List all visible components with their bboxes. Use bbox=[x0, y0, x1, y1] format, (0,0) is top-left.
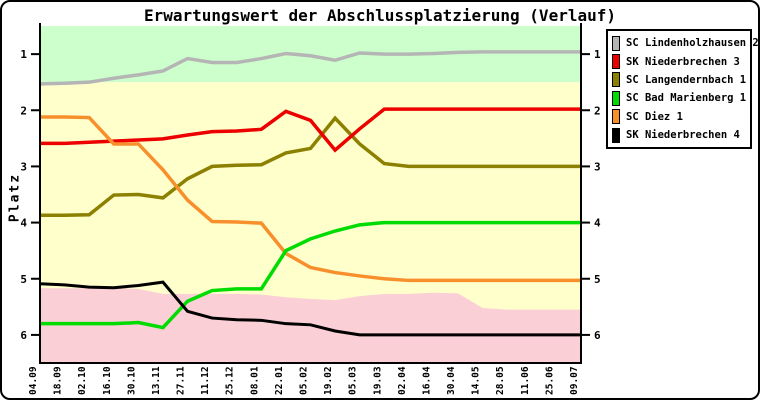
legend-item-sc-langendernbach-1: SC Langendernbach 1 bbox=[612, 71, 746, 89]
y-tick-label-left: 5 bbox=[20, 273, 27, 286]
legend-label: SC Bad Marienberg 1 bbox=[626, 92, 747, 105]
x-tick-label: 02.04 bbox=[397, 366, 408, 395]
y-tick-label-left: 3 bbox=[20, 160, 27, 173]
x-tick-label: 25.12 bbox=[225, 366, 236, 395]
y-tick-label-left: 4 bbox=[20, 217, 27, 230]
x-tick-label: 30.04 bbox=[446, 366, 457, 395]
x-tick-label: 05.02 bbox=[299, 366, 310, 395]
x-tick-label: 16.04 bbox=[421, 366, 432, 395]
legend-swatch-icon bbox=[612, 109, 620, 125]
series-line-sk-niederbrechen-3 bbox=[40, 107, 581, 153]
x-tick-label: 22.01 bbox=[274, 366, 285, 395]
series-line-sc-bad-marienberg-1 bbox=[40, 220, 581, 330]
y-tick-label-left: 2 bbox=[20, 104, 27, 117]
x-tick-label: 14.05 bbox=[471, 366, 482, 395]
legend-swatch-icon bbox=[612, 35, 620, 51]
series-line-sk-niederbrechen-4 bbox=[39, 280, 581, 337]
legend-swatch-icon bbox=[612, 54, 620, 70]
x-tick-label: 27.11 bbox=[176, 366, 187, 395]
legend-label: SK Niederbrechen 4 bbox=[626, 129, 740, 142]
x-tick-label: 11.12 bbox=[200, 366, 211, 395]
series-line-sc-langendernbach-1 bbox=[40, 115, 581, 218]
y-tick-label-left: 6 bbox=[20, 329, 27, 342]
x-tick-label: 08.01 bbox=[249, 366, 260, 395]
x-tick-label: 11.06 bbox=[520, 366, 531, 395]
x-tick-label: 28.05 bbox=[495, 366, 506, 395]
series-line-sc-lindenholzhausen-2 bbox=[39, 50, 581, 86]
legend-item-sc-lindenholzhausen-2: SC Lindenholzhausen 2 bbox=[612, 34, 758, 52]
x-tick-label: 16.10 bbox=[102, 366, 113, 395]
x-tick-label: 19.03 bbox=[372, 366, 383, 395]
x-tick-label: 19.02 bbox=[323, 366, 334, 395]
y-tick-label-right: 6 bbox=[594, 329, 601, 342]
legend-label: SC Lindenholzhausen 2 bbox=[626, 37, 759, 50]
legend-swatch-icon bbox=[612, 127, 620, 143]
x-tick-label: 04.09 bbox=[28, 366, 39, 395]
legend-item-sk-niederbrechen-3: SK Niederbrechen 3 bbox=[612, 52, 746, 70]
x-tick-label: 13.11 bbox=[151, 366, 162, 395]
x-tick-label: 02.10 bbox=[77, 366, 88, 395]
x-tick-label: 05.03 bbox=[348, 366, 359, 395]
legend-item-sc-diez-1: SC Diez 1 bbox=[612, 108, 746, 126]
y-tick-label-left: 1 bbox=[20, 48, 27, 61]
y-tick-label-right: 1 bbox=[594, 48, 601, 61]
x-tick-label: 30.10 bbox=[126, 366, 137, 395]
x-tick-label: 18.09 bbox=[53, 366, 64, 395]
series-line-sc-diez-1 bbox=[40, 115, 581, 283]
legend-label: SC Langendernbach 1 bbox=[626, 73, 747, 86]
legend-swatch-icon bbox=[612, 72, 620, 88]
legend-label: SK Niederbrechen 3 bbox=[626, 55, 740, 68]
legend: SC Lindenholzhausen 2 SK Niederbrechen 3 S… bbox=[606, 29, 758, 150]
x-tick-label: 09.07 bbox=[569, 366, 580, 395]
legend-swatch-icon bbox=[612, 90, 620, 106]
y-tick-label-right: 5 bbox=[594, 273, 601, 286]
chart-title: Erwartungswert der Abschlussplatzierung … bbox=[143, 6, 616, 25]
legend-item-sk-niederbrechen-4: SK Niederbrechen 4 bbox=[612, 126, 746, 144]
axis-frame bbox=[39, 23, 582, 364]
x-tick-label: 25.06 bbox=[544, 366, 555, 395]
legend-label: SC Diez 1 bbox=[626, 110, 683, 123]
y-tick-label-right: 3 bbox=[594, 160, 601, 173]
legend-item-sc-bad-marienberg-1: SC Bad Marienberg 1 bbox=[612, 89, 746, 107]
y-tick-label-right: 2 bbox=[594, 104, 601, 117]
y-tick-label-right: 4 bbox=[594, 217, 601, 230]
